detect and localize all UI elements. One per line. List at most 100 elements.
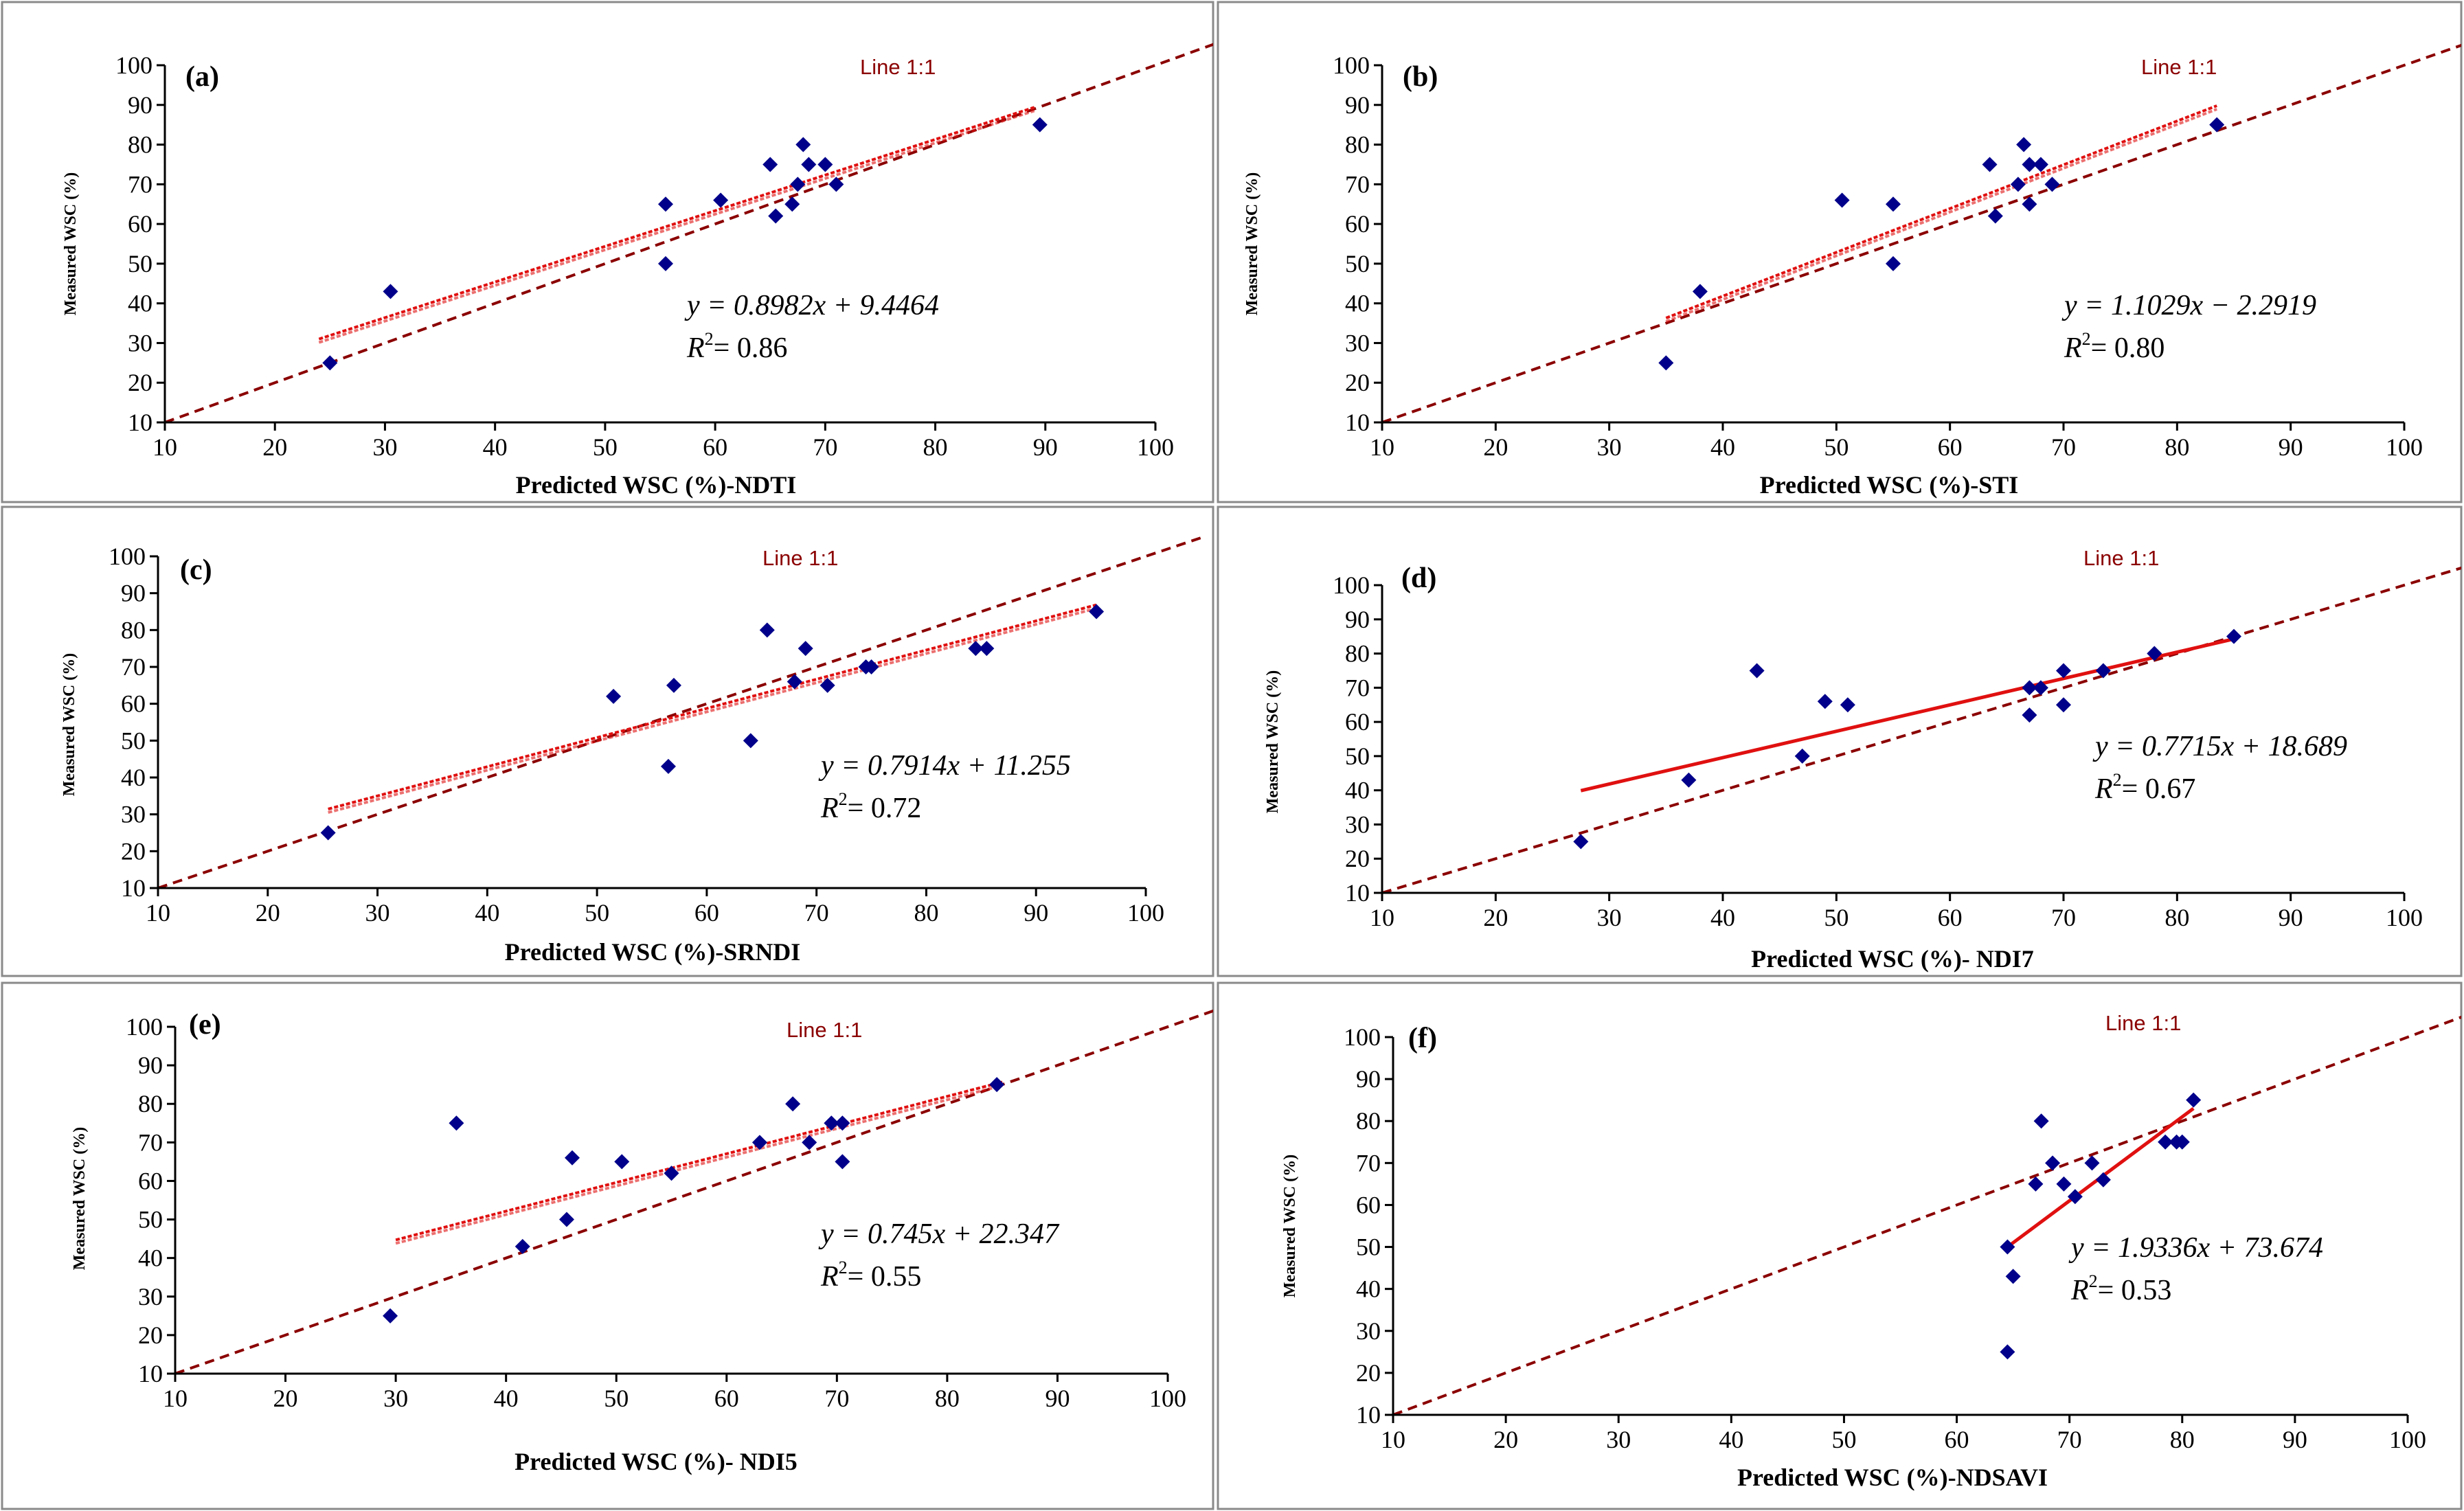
panel-f-point: [2174, 1134, 2190, 1150]
panel-f-x-tick-label: 100: [2389, 1426, 2426, 1453]
panel-b-x-tick-label: 20: [1483, 433, 1508, 461]
panel-e-y-tick-label: 40: [138, 1245, 163, 1272]
panel-a-x-tick-label: 20: [262, 433, 287, 461]
panel-f-x-tick-label: 20: [1493, 1426, 1518, 1453]
panel-b-x-label: Predicted WSC (%)-STI: [1760, 471, 2019, 499]
panel-f-point: [2005, 1269, 2021, 1284]
panel-e-point: [785, 1096, 801, 1112]
panel-e-fit-line-shadow: [395, 1084, 1003, 1245]
panel-c-fit-line-shadow: [328, 606, 1097, 814]
panel-e-point: [614, 1154, 630, 1170]
panel-f-x-tick-label: 50: [1831, 1426, 1856, 1453]
panel-f-y-tick-label: 10: [1356, 1401, 1381, 1429]
panel-b-point: [1834, 192, 1850, 208]
panel-e-point: [664, 1166, 679, 1181]
panel-a-x-tick-label: 10: [152, 433, 177, 461]
panel-f-y-tick-label: 30: [1356, 1317, 1381, 1345]
panel-a-point: [383, 284, 398, 299]
panel-b-x-tick-label: 60: [1938, 433, 1963, 461]
panel-d-frame: [1217, 505, 2463, 977]
panel-f-x-tick-label: 40: [1719, 1426, 1743, 1453]
panel-e-x-tick-label: 60: [714, 1385, 739, 1412]
panel-c-y-tick-label: 100: [109, 543, 146, 570]
panel-d-y-label: Measured WSC (%): [1264, 670, 1282, 813]
panel-a-y-tick-label: 60: [128, 210, 152, 238]
panel-d-x-tick-label: 70: [2051, 904, 2076, 931]
panel-f-line-label: Line 1:1: [2105, 1011, 2181, 1035]
panel-c-x-tick-label: 80: [914, 899, 938, 927]
panel-e-y-tick-label: 30: [138, 1283, 163, 1310]
panel-c-y-tick-label: 50: [121, 727, 146, 754]
panel-e-y-tick-label: 90: [138, 1052, 163, 1079]
panel-e-point: [558, 1212, 574, 1227]
panel-f-point: [2095, 1172, 2111, 1188]
panel-e-y-tick-label: 50: [138, 1206, 163, 1234]
panel-e-point: [515, 1238, 530, 1254]
panel-b-r2: R2= 0.80: [2064, 329, 2165, 364]
panel-a-point: [784, 196, 800, 212]
panel-e-x-tick-label: 10: [163, 1385, 188, 1412]
panel-a-tag: (a): [185, 61, 219, 93]
panel-d-x-tick-label: 10: [1370, 904, 1394, 931]
panel-c-x-tick-label: 60: [694, 899, 719, 927]
panel-d-point: [2033, 680, 2048, 696]
panel-e-x-tick-label: 20: [273, 1385, 298, 1412]
panel-f-y-tick-label: 100: [1344, 1023, 1381, 1051]
panel-c-point: [759, 622, 775, 638]
panel-b-x-tick-label: 80: [2165, 433, 2189, 461]
panel-d-x-tick-label: 100: [2386, 904, 2423, 931]
panel-e-y-tick-label: 70: [138, 1128, 163, 1156]
panel-f-x-tick-label: 30: [1606, 1426, 1631, 1453]
panel-b-point: [1692, 284, 1708, 299]
panel-a-y-tick-label: 80: [128, 131, 152, 159]
panel-b-tag: (b): [1403, 61, 1438, 93]
panel-b-x-tick-label: 10: [1370, 433, 1394, 461]
panel-f-point: [2084, 1155, 2100, 1171]
panel-d-x-tick-label: 40: [1710, 904, 1735, 931]
panel-c-y-tick-label: 80: [121, 616, 146, 644]
panel-e-x-tick-label: 80: [935, 1385, 960, 1412]
panel-a-point: [322, 355, 338, 371]
panel-c-y-tick-label: 20: [121, 837, 146, 865]
panel-d-point: [1573, 834, 1589, 850]
panel-f-point: [2045, 1155, 2061, 1171]
panel-f-equation: y = 1.9336x + 73.674: [2068, 1232, 2323, 1264]
panel-b-y-tick-label: 10: [1345, 409, 1370, 436]
panel-b-line-1-1: [1381, 43, 2461, 424]
panel-c-y-tick-label: 40: [121, 764, 146, 791]
panel-c-y-tick-label: 70: [121, 653, 146, 681]
panel-b-x-tick-label: 90: [2279, 433, 2303, 461]
panel-c-y-tick-label: 10: [121, 874, 146, 902]
panel-c-y-label: Measured WSC (%): [60, 653, 78, 796]
panel-f-x-tick-label: 10: [1381, 1426, 1405, 1453]
panel-f-x-tick-label: 60: [1945, 1426, 1969, 1453]
panel-e-y-tick-label: 20: [138, 1321, 163, 1349]
panel-a-fit-line: [318, 106, 1035, 341]
panel-d-fit-line: [1580, 637, 2235, 793]
panel-b-point: [2022, 157, 2037, 172]
panel-a-point: [713, 192, 729, 208]
panel-f-point: [2033, 1113, 2049, 1129]
panel-b-fit-line: [1665, 104, 2217, 319]
panel-e-fit-line: [395, 1080, 1003, 1242]
panel-c-x-tick-label: 100: [1127, 899, 1164, 927]
panel-e-point: [383, 1308, 398, 1323]
panel-c-point: [820, 677, 835, 693]
panel-e-y-tick-label: 60: [138, 1167, 163, 1194]
panel-a-point: [790, 177, 806, 192]
panel-a-x-tick-label: 40: [483, 433, 508, 461]
panel-c-point: [660, 758, 676, 774]
panel-f-point: [2028, 1176, 2044, 1192]
panel-b-y-tick-label: 70: [1345, 170, 1370, 198]
panel-f-y-tick-label: 70: [1356, 1149, 1381, 1177]
panel-f-frame: [1217, 981, 2463, 1510]
panel-c-point: [787, 674, 802, 690]
panel-a: 10 20 30 40 50 60 70 80 90 100 10 20 30 40 50 60 70 80 90 1…: [1, 1, 1214, 503]
panel-f-y-tick-label: 50: [1356, 1234, 1381, 1261]
panel-d-equation: y = 0.7715x + 18.689: [2092, 731, 2347, 762]
panel-a-point: [1032, 117, 1048, 133]
panel-a-y-tick-label: 30: [128, 329, 152, 356]
panel-b-point: [1886, 255, 1901, 271]
panel-d-point: [2226, 628, 2241, 644]
panel-a-y-label: Measured WSC (%): [62, 172, 80, 315]
